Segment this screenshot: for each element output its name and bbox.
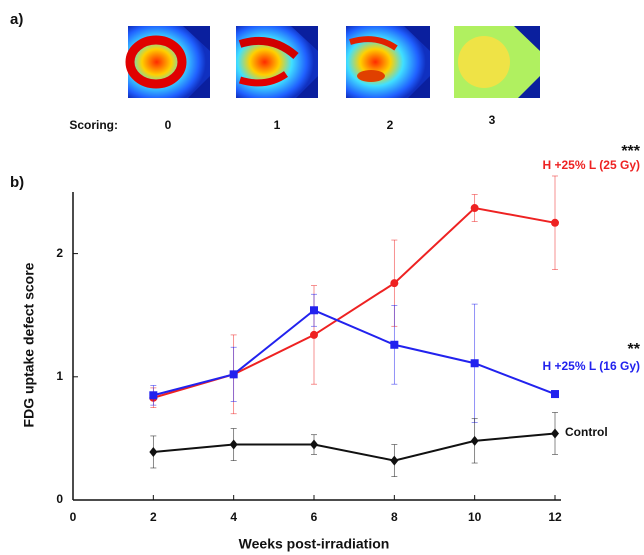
- x-axis-title: Weeks post-irradiation: [239, 536, 390, 552]
- y-tick-label: 1: [56, 369, 63, 383]
- series-label: H +25% L (16 Gy): [543, 359, 641, 373]
- significance: ***: [621, 143, 640, 160]
- x-tick-label: 0: [70, 510, 77, 524]
- x-tick-label: 4: [230, 510, 237, 524]
- y-tick-label: 0: [56, 492, 63, 506]
- score: 1: [274, 118, 281, 132]
- x-tick-label: 6: [311, 510, 318, 524]
- heatmap: [346, 26, 430, 98]
- series-label: H +25% L (25 Gy): [543, 158, 641, 172]
- marker: [471, 359, 479, 367]
- marker: [551, 390, 559, 398]
- y-axis-title: FDG uptake defect score: [21, 262, 37, 427]
- marker: [471, 204, 479, 212]
- marker: [230, 440, 238, 450]
- marker: [310, 306, 318, 314]
- y-tick-label: 2: [56, 246, 63, 260]
- x-tick-label: 12: [548, 510, 562, 524]
- marker: [390, 279, 398, 287]
- x-tick-label: 2: [150, 510, 157, 524]
- series-label: Control: [565, 425, 608, 439]
- marker: [149, 447, 157, 457]
- heatmap: [128, 26, 210, 98]
- series-line: [153, 208, 555, 398]
- marker: [230, 370, 238, 378]
- marker: [390, 456, 398, 466]
- marker: [390, 341, 398, 349]
- panel-label: a): [10, 11, 23, 28]
- heatmap: [236, 26, 318, 98]
- series-line: [153, 310, 555, 395]
- marker: [149, 391, 157, 399]
- marker: [551, 219, 559, 227]
- heatmaps: [128, 26, 540, 98]
- score: 0: [165, 118, 172, 132]
- x-tick-label: 10: [468, 510, 482, 524]
- heatmap: [454, 26, 540, 98]
- series-line: [153, 433, 555, 460]
- x-tick-label: 8: [391, 510, 398, 524]
- panel-label: b): [10, 174, 24, 191]
- score: 2: [387, 118, 394, 132]
- marker: [551, 428, 559, 438]
- significance: **: [628, 341, 641, 358]
- marker: [310, 331, 318, 339]
- score: 3: [489, 113, 496, 127]
- scoring-label: Scoring:: [69, 118, 118, 132]
- marker: [310, 440, 318, 450]
- figure: a) Scoring: 0 1 2 3 b) Weeks post-irradi…: [0, 0, 644, 555]
- marker: [471, 436, 479, 446]
